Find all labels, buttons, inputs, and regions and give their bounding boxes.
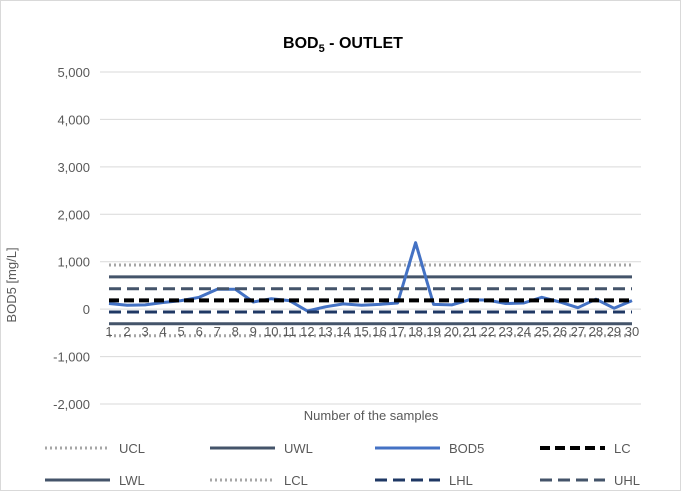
x-tick-label: 15 <box>354 324 368 339</box>
legend-label-uhl: UHL <box>614 473 640 488</box>
x-tick-label: 2 <box>123 324 130 339</box>
chart-title-subscript: 5 <box>319 43 325 55</box>
series-bod5-line <box>108 241 633 313</box>
x-tick-label: 18 <box>408 324 422 339</box>
x-tick-label: 16 <box>372 324 386 339</box>
x-tick-label: 4 <box>159 324 166 339</box>
x-tick-label: 8 <box>232 324 239 339</box>
chart-title-main: BOD <box>283 35 319 52</box>
x-tick-label: 3 <box>141 324 148 339</box>
x-tick-label: 20 <box>444 324 458 339</box>
y-tick-label: 1,000 <box>57 255 90 270</box>
y-tick-label: -2,000 <box>53 397 90 412</box>
x-tick-label: 26 <box>553 324 567 339</box>
x-tick-label: 14 <box>336 324 350 339</box>
x-tick-label: 1 <box>105 324 112 339</box>
x-tick-label: 22 <box>480 324 494 339</box>
x-tick-label: 30 <box>625 324 639 339</box>
x-tick-label: 5 <box>178 324 185 339</box>
y-tick-label: 2,000 <box>57 207 90 222</box>
y-tick-label: 4,000 <box>57 112 90 127</box>
x-tick-label: 12 <box>300 324 314 339</box>
y-tick-label: 0 <box>83 302 90 317</box>
x-tick-label: 17 <box>390 324 404 339</box>
legend-label-uwl: UWL <box>284 441 313 456</box>
x-tick-label: 23 <box>499 324 513 339</box>
x-tick-label: 11 <box>283 324 297 339</box>
y-tick-label: 3,000 <box>57 160 90 175</box>
legend-label-lhl: LHL <box>449 473 473 488</box>
x-tick-label: 29 <box>607 324 621 339</box>
legend-label-lwl: LWL <box>119 473 145 488</box>
x-axis-ticks: 1 2 3 4 5 6 7 8 9 10 11 12 13 14 15 16 17 18 19 20 21 22 23 24 2… <box>105 324 639 339</box>
chart-title: BOD5 - OUTLET <box>283 35 403 55</box>
x-tick-label: 19 <box>426 324 440 339</box>
series-lines <box>108 241 633 338</box>
legend-label-lc: LC <box>614 441 631 456</box>
x-tick-label: 13 <box>318 324 332 339</box>
x-tick-label: 10 <box>264 324 278 339</box>
y-tick-label: 5,000 <box>57 65 90 80</box>
chart-title-suffix: - OUTLET <box>325 35 403 52</box>
x-tick-label: 28 <box>589 324 603 339</box>
x-tick-label: 24 <box>517 324 531 339</box>
x-tick-label: 25 <box>535 324 549 339</box>
x-axis-label: Number of the samples <box>304 408 439 423</box>
legend-label-ucl: UCL <box>119 441 145 456</box>
x-tick-label: 7 <box>214 324 221 339</box>
y-axis-ticks: -2,000 -1,000 0 1,000 2,000 3,000 4,000 5,000 <box>53 65 90 412</box>
x-tick-label: 9 <box>250 324 257 339</box>
y-axis-label: BOD5 [mg/L] <box>4 247 19 322</box>
x-tick-label: 27 <box>571 324 585 339</box>
legend: UCL UWL BOD5 LC LWL LCL LHL UHL <box>45 441 640 488</box>
x-tick-label: 6 <box>196 324 203 339</box>
x-tick-label: 21 <box>462 324 476 339</box>
gridlines <box>100 71 641 405</box>
legend-label-lcl: LCL <box>284 473 308 488</box>
legend-label-bod5: BOD5 <box>449 441 484 456</box>
y-tick-label: -1,000 <box>53 350 90 365</box>
